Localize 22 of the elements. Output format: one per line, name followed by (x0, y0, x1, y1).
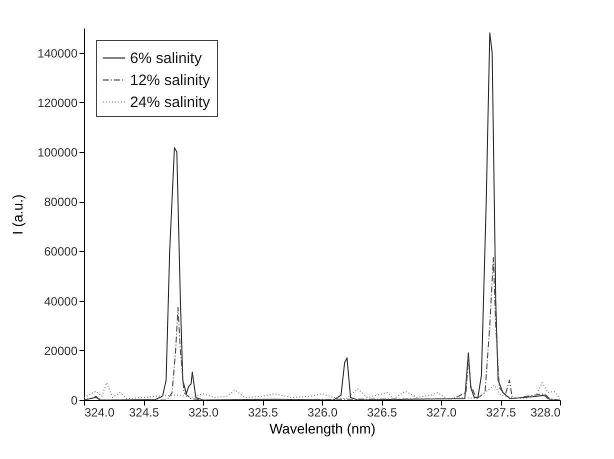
x-tick-label: 324.5 (128, 406, 160, 420)
y-tick-label: 80000 (44, 195, 78, 210)
y-tick-label: 20000 (44, 344, 78, 358)
y-tick-label: 100000 (37, 146, 78, 160)
x-tick-label: 324.0 (84, 406, 115, 420)
x-tick-label: 328.0 (530, 406, 561, 420)
legend-label: 6% salinity (130, 50, 202, 67)
y-axis-title: I (a.u.) (9, 194, 26, 235)
x-tick-label: 326.5 (366, 406, 398, 420)
x-tick-label: 325.5 (248, 406, 278, 420)
y-tick-label: 0 (70, 394, 78, 408)
legend-label: 24% salinity (130, 94, 211, 111)
y-tick-label: 140000 (37, 46, 78, 60)
y-tick-label: 40000 (44, 294, 78, 308)
legend-label: 12% salinity (130, 72, 211, 89)
x-axis-title: Wavelength (nm) (269, 420, 376, 436)
x-tick-label: 325.0 (188, 406, 219, 420)
x-tick-label: 327.5 (486, 406, 516, 420)
y-tick-label: 120000 (37, 96, 78, 110)
x-tick-label: 327.0 (426, 406, 457, 420)
y-tick-label: 60000 (44, 244, 78, 259)
x-tick-label: 326.0 (307, 406, 338, 420)
